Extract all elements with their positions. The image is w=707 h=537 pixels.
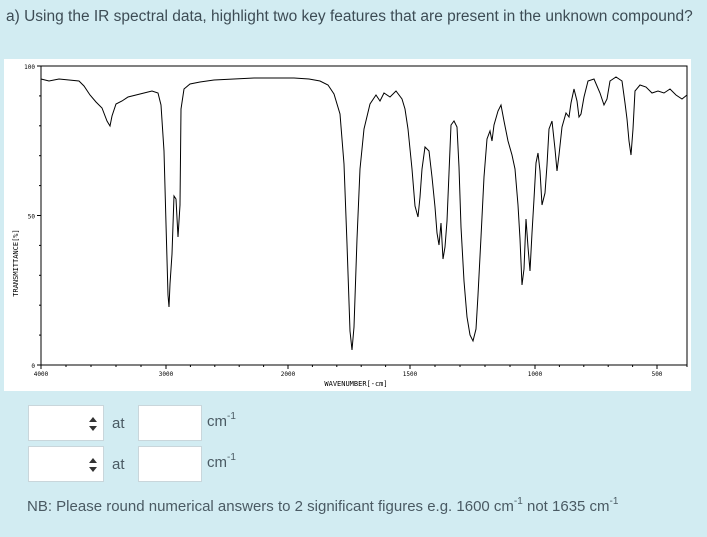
ir-spectrum-chart: 100 50 0 4000 3000 2000 1500 1000 500 TRANSMITT… (4, 59, 691, 391)
rounding-note: NB: Please round numerical answers to 2 … (27, 496, 619, 515)
y-tick-label: 0 (31, 363, 35, 370)
x-tick-label: 1500 (403, 371, 418, 378)
at-label-1: at (112, 414, 125, 432)
unit-exponent-2: -1 (227, 452, 236, 463)
note-exp-2: -1 (609, 496, 619, 507)
x-tick-label: 3000 (159, 371, 174, 378)
x-axis-label: WAVENUMBER[-cm] (324, 380, 387, 388)
answer-row-2: at cm-1 (28, 445, 236, 483)
y-tick-label: 100 (24, 64, 35, 71)
x-tick-label: 1000 (528, 371, 543, 378)
unit-label-1: cm-1 (207, 411, 236, 430)
feature-select-1[interactable] (28, 405, 104, 441)
note-exp-1: -1 (513, 496, 523, 507)
spectrum-line (40, 76, 688, 351)
unit-text-2: cm (207, 454, 227, 471)
y-tick-label: 50 (28, 214, 36, 221)
answer-row-1: at cm-1 (28, 404, 236, 442)
x-tick-label: 2000 (281, 371, 296, 378)
note-text: : Please round numerical answers to 2 si… (47, 498, 514, 515)
x-tick-label: 4000 (34, 371, 49, 378)
question-text: a) Using the IR spectral data, highlight… (6, 8, 693, 25)
y-axis-label: TRANSMITTANCE[%] (12, 229, 20, 296)
wavenumber-input-1[interactable] (138, 405, 202, 441)
x-tick-label: 500 (652, 371, 663, 378)
feature-select-2[interactable] (28, 446, 104, 482)
updown-arrows-icon (89, 417, 97, 431)
note-text-2: not 1635 cm (522, 498, 610, 515)
at-label-2: at (112, 455, 125, 473)
unit-text-1: cm (207, 413, 227, 430)
unit-label-2: cm-1 (207, 452, 236, 471)
plot-frame (40, 65, 688, 366)
wavenumber-input-2[interactable] (138, 446, 202, 482)
note-bold: NB (27, 498, 48, 515)
unit-exponent-1: -1 (227, 411, 236, 422)
updown-arrows-icon (89, 458, 97, 472)
